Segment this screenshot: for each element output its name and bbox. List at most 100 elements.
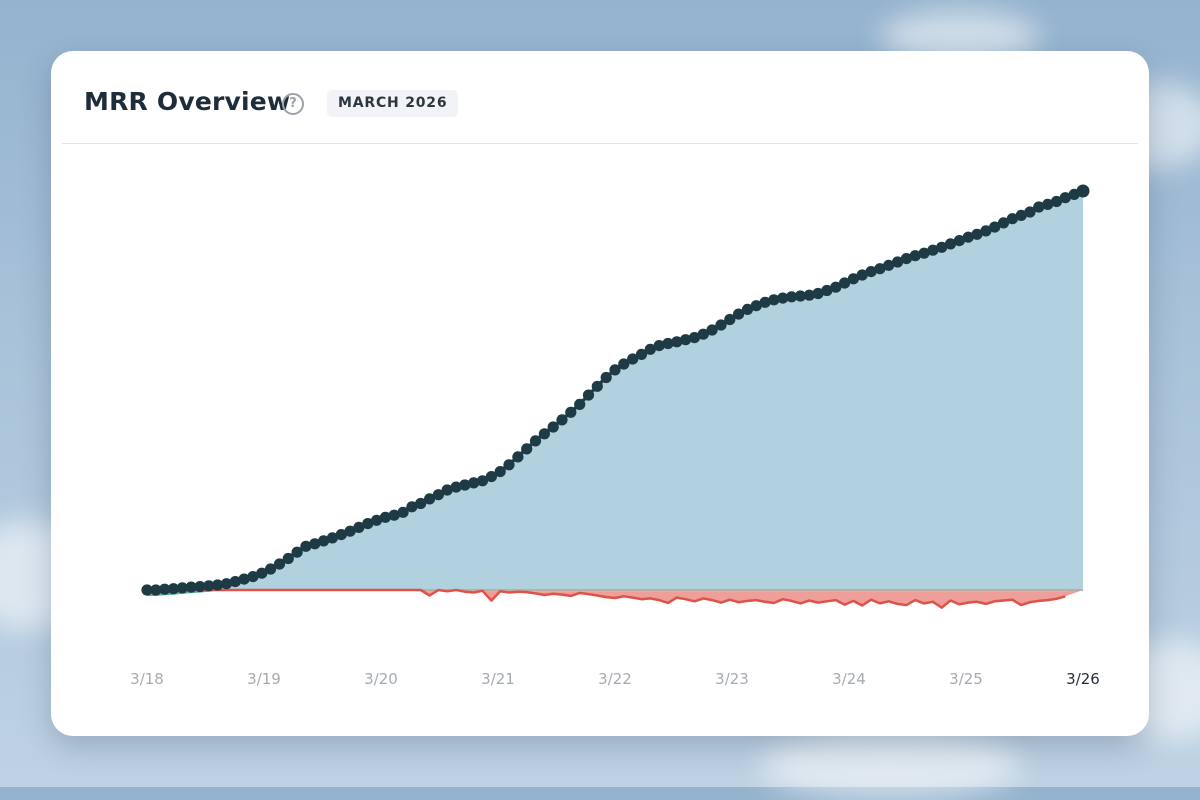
mrr-point[interactable] (273, 558, 286, 570)
mrr-point[interactable] (733, 308, 745, 320)
mrr-point[interactable] (362, 518, 374, 530)
mrr-point[interactable] (892, 256, 904, 268)
mrr-point[interactable] (238, 573, 250, 585)
mrr-point[interactable] (574, 398, 586, 410)
mrr-point[interactable] (282, 552, 294, 565)
mrr-point[interactable] (759, 296, 771, 308)
mrr-point[interactable] (459, 479, 471, 491)
mrr-point[interactable] (468, 477, 480, 489)
mrr-point[interactable] (353, 521, 365, 533)
mrr-point[interactable] (786, 291, 798, 303)
mrr-point[interactable] (971, 228, 983, 240)
mrr-point[interactable] (1033, 201, 1045, 213)
mrr-point[interactable] (680, 334, 692, 346)
mrr-point[interactable] (839, 277, 851, 289)
mrr-point[interactable] (724, 313, 736, 326)
mrr-point[interactable] (777, 292, 789, 304)
mrr-point[interactable] (962, 231, 974, 243)
mrr-point[interactable] (627, 353, 639, 365)
mrr-point[interactable] (318, 535, 330, 547)
mrr-point[interactable] (256, 567, 268, 579)
mrr-point[interactable] (203, 580, 215, 592)
mrr-point[interactable] (1076, 184, 1090, 198)
mrr-point[interactable] (662, 337, 674, 350)
mrr-point[interactable] (547, 421, 559, 433)
mrr-point[interactable] (1042, 198, 1054, 210)
mrr-point[interactable] (697, 328, 709, 340)
mrr-point[interactable] (750, 300, 762, 312)
mrr-point[interactable] (556, 414, 568, 426)
mrr-point[interactable] (671, 336, 683, 348)
mrr-point[interactable] (706, 324, 718, 336)
mrr-point[interactable] (141, 584, 153, 596)
mrr-point[interactable] (512, 451, 524, 463)
mrr-point[interactable] (944, 238, 957, 250)
mrr-point[interactable] (388, 509, 400, 521)
mrr-point[interactable] (856, 269, 868, 281)
mrr-point[interactable] (335, 529, 347, 541)
mrr-point[interactable] (936, 241, 948, 253)
mrr-point[interactable] (424, 493, 436, 505)
mrr-point[interactable] (688, 332, 701, 344)
mrr-point[interactable] (900, 253, 913, 265)
mrr-point[interactable] (265, 563, 277, 575)
mrr-point[interactable] (167, 583, 180, 595)
mrr-point[interactable] (150, 584, 162, 596)
mrr-point[interactable] (847, 273, 860, 285)
mrr-point[interactable] (1015, 209, 1027, 221)
mrr-point[interactable] (865, 266, 877, 278)
mrr-point[interactable] (194, 581, 206, 593)
mrr-point[interactable] (300, 540, 312, 552)
mrr-point[interactable] (565, 406, 577, 418)
mrr-point[interactable] (609, 364, 621, 376)
mrr-point[interactable] (212, 579, 224, 591)
mrr-point[interactable] (176, 582, 188, 594)
mrr-point[interactable] (494, 466, 506, 478)
mrr-point[interactable] (812, 287, 824, 300)
mrr-point[interactable] (830, 281, 842, 293)
mrr-point[interactable] (635, 348, 648, 360)
mrr-point[interactable] (371, 514, 383, 526)
mrr-point[interactable] (1006, 213, 1019, 225)
mrr-point[interactable] (591, 380, 603, 392)
mrr-point[interactable] (379, 511, 391, 523)
mrr-point[interactable] (883, 259, 895, 271)
mrr-point[interactable] (653, 340, 665, 352)
mrr-point[interactable] (821, 284, 833, 297)
mrr-point[interactable] (715, 319, 727, 331)
mrr-point[interactable] (229, 576, 241, 588)
mrr-point[interactable] (768, 294, 780, 306)
mrr-point[interactable] (997, 217, 1010, 229)
mrr-point[interactable] (185, 581, 197, 593)
mrr-point[interactable] (927, 244, 939, 256)
mrr-point[interactable] (1050, 195, 1063, 208)
mrr-point[interactable] (989, 221, 1001, 233)
mrr-point[interactable] (397, 506, 409, 518)
mrr-point[interactable] (874, 263, 886, 275)
mrr-point[interactable] (476, 475, 489, 487)
mrr-point[interactable] (538, 428, 550, 440)
question-circle-icon[interactable]: ? (282, 93, 304, 115)
mrr-point[interactable] (918, 247, 930, 259)
mrr-point[interactable] (220, 578, 233, 590)
mrr-point[interactable] (503, 459, 515, 471)
mrr-point[interactable] (326, 532, 338, 544)
mrr-point[interactable] (309, 538, 321, 550)
mrr-point[interactable] (450, 481, 462, 493)
mrr-point[interactable] (582, 389, 595, 401)
mrr-point[interactable] (415, 497, 427, 510)
mrr-point[interactable] (741, 303, 754, 315)
mrr-point[interactable] (953, 235, 966, 247)
mrr-point[interactable] (794, 290, 807, 302)
mrr-point[interactable] (980, 225, 992, 237)
mrr-point[interactable] (644, 343, 656, 355)
mrr-point[interactable] (1059, 192, 1071, 204)
mrr-point[interactable] (159, 583, 171, 595)
mrr-point[interactable] (247, 571, 259, 583)
mrr-point[interactable] (521, 443, 533, 455)
mrr-point[interactable] (432, 489, 444, 501)
mrr-point[interactable] (485, 471, 497, 483)
mrr-point[interactable] (909, 250, 921, 262)
mrr-point[interactable] (291, 546, 303, 558)
mrr-point[interactable] (529, 435, 542, 447)
